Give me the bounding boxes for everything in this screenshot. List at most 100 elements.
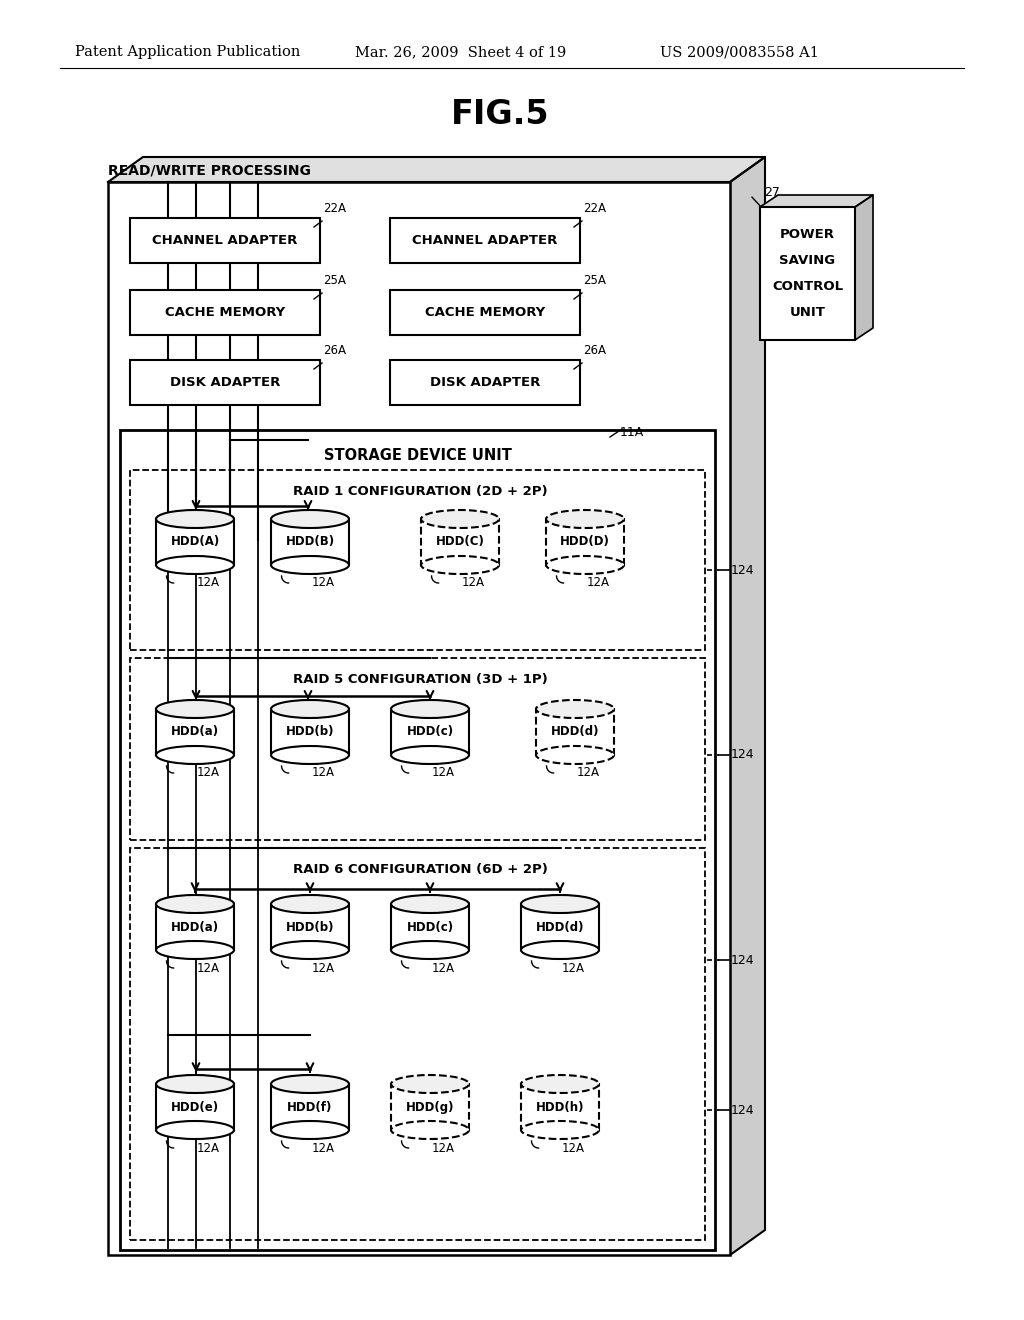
- Ellipse shape: [521, 895, 599, 913]
- Text: STORAGE DEVICE UNIT: STORAGE DEVICE UNIT: [324, 447, 511, 462]
- Text: HDD(d): HDD(d): [536, 920, 585, 933]
- Ellipse shape: [156, 1074, 234, 1093]
- Bar: [108, 182, 730, 1255]
- Bar: [130, 470, 705, 649]
- Text: 12A: 12A: [197, 961, 220, 974]
- Ellipse shape: [156, 510, 234, 528]
- Text: 25A: 25A: [583, 275, 606, 288]
- Text: 12A: 12A: [312, 577, 335, 590]
- Ellipse shape: [391, 1074, 469, 1093]
- Text: POWER: POWER: [780, 228, 835, 242]
- Ellipse shape: [271, 556, 349, 574]
- Ellipse shape: [391, 700, 469, 718]
- Text: HDD(A): HDD(A): [170, 536, 219, 549]
- Ellipse shape: [421, 556, 499, 574]
- Ellipse shape: [536, 746, 614, 764]
- Text: 12A: 12A: [562, 1142, 585, 1155]
- Ellipse shape: [521, 1121, 599, 1139]
- Polygon shape: [760, 195, 873, 207]
- Ellipse shape: [421, 510, 499, 528]
- Text: HDD(h): HDD(h): [536, 1101, 585, 1114]
- Text: 12A: 12A: [197, 767, 220, 780]
- Text: DISK ADAPTER: DISK ADAPTER: [430, 376, 541, 389]
- Text: 12A: 12A: [197, 1142, 220, 1155]
- Text: RAID 1 CONFIGURATION (2D + 2P): RAID 1 CONFIGURATION (2D + 2P): [293, 486, 547, 499]
- Text: 12A: 12A: [432, 961, 455, 974]
- Bar: [271, 1084, 349, 1130]
- Bar: [156, 709, 234, 755]
- Bar: [130, 360, 319, 405]
- Text: 12A: 12A: [462, 577, 485, 590]
- Bar: [156, 519, 234, 565]
- Ellipse shape: [271, 700, 349, 718]
- Text: HDD(a): HDD(a): [171, 920, 219, 933]
- Text: 124: 124: [731, 564, 755, 577]
- Ellipse shape: [156, 700, 234, 718]
- Text: 12A: 12A: [577, 767, 600, 780]
- Text: 12A: 12A: [432, 767, 455, 780]
- Bar: [130, 847, 705, 1239]
- Bar: [391, 904, 469, 950]
- Text: RAID 6 CONFIGURATION (6D + 2P): RAID 6 CONFIGURATION (6D + 2P): [293, 862, 548, 875]
- Bar: [760, 207, 855, 341]
- Text: 12A: 12A: [587, 577, 610, 590]
- Text: READ/WRITE PROCESSING: READ/WRITE PROCESSING: [108, 162, 311, 177]
- Text: Mar. 26, 2009  Sheet 4 of 19: Mar. 26, 2009 Sheet 4 of 19: [355, 45, 566, 59]
- Ellipse shape: [391, 895, 469, 913]
- Text: HDD(d): HDD(d): [551, 726, 599, 738]
- Ellipse shape: [156, 941, 234, 960]
- Ellipse shape: [156, 556, 234, 574]
- Ellipse shape: [271, 1121, 349, 1139]
- Text: 12A: 12A: [312, 767, 335, 780]
- Text: 26A: 26A: [323, 345, 346, 358]
- Text: HDD(c): HDD(c): [407, 920, 454, 933]
- Bar: [390, 290, 580, 335]
- Ellipse shape: [156, 746, 234, 764]
- Ellipse shape: [156, 1121, 234, 1139]
- Text: 22A: 22A: [323, 202, 346, 215]
- Bar: [521, 1084, 599, 1130]
- Ellipse shape: [391, 1121, 469, 1139]
- Ellipse shape: [271, 510, 349, 528]
- Text: HDD(B): HDD(B): [286, 536, 335, 549]
- Text: 26A: 26A: [583, 345, 606, 358]
- Bar: [536, 709, 614, 755]
- Polygon shape: [855, 195, 873, 341]
- Text: FIG.5: FIG.5: [451, 99, 549, 132]
- Ellipse shape: [521, 941, 599, 960]
- Ellipse shape: [391, 746, 469, 764]
- Bar: [271, 519, 349, 565]
- Text: HDD(C): HDD(C): [435, 536, 484, 549]
- Ellipse shape: [271, 941, 349, 960]
- Text: 27: 27: [764, 186, 780, 198]
- Text: 124: 124: [731, 1104, 755, 1117]
- Bar: [390, 360, 580, 405]
- Text: US 2009/0083558 A1: US 2009/0083558 A1: [660, 45, 819, 59]
- Text: HDD(b): HDD(b): [286, 726, 334, 738]
- Bar: [130, 218, 319, 263]
- Text: 12A: 12A: [432, 1142, 455, 1155]
- Text: CACHE MEMORY: CACHE MEMORY: [165, 306, 285, 319]
- Bar: [390, 218, 580, 263]
- Text: HDD(a): HDD(a): [171, 726, 219, 738]
- Polygon shape: [108, 157, 765, 182]
- Bar: [130, 657, 705, 840]
- Text: 12A: 12A: [562, 961, 585, 974]
- Bar: [546, 519, 624, 565]
- Ellipse shape: [546, 556, 624, 574]
- Text: 11A: 11A: [620, 425, 644, 438]
- Text: HDD(g): HDD(g): [406, 1101, 455, 1114]
- Ellipse shape: [271, 746, 349, 764]
- Bar: [271, 904, 349, 950]
- Text: CHANNEL ADAPTER: CHANNEL ADAPTER: [413, 234, 558, 247]
- Ellipse shape: [156, 895, 234, 913]
- Text: RAID 5 CONFIGURATION (3D + 1P): RAID 5 CONFIGURATION (3D + 1P): [293, 673, 548, 686]
- Ellipse shape: [271, 1074, 349, 1093]
- Text: UNIT: UNIT: [790, 306, 825, 319]
- Text: 124: 124: [731, 953, 755, 966]
- Bar: [156, 904, 234, 950]
- Text: 124: 124: [731, 748, 755, 762]
- Ellipse shape: [521, 1074, 599, 1093]
- Text: HDD(f): HDD(f): [288, 1101, 333, 1114]
- Text: DISK ADAPTER: DISK ADAPTER: [170, 376, 281, 389]
